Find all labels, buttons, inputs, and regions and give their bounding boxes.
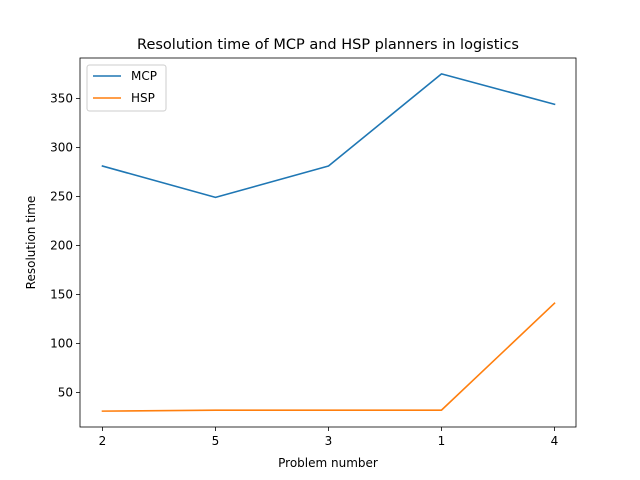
plot-area [80,58,576,427]
y-tick-label: 350 [50,91,73,105]
x-tick-label: 1 [438,434,446,448]
y-tick-label: 150 [50,287,73,301]
x-tick-label: 5 [212,434,220,448]
x-tick-label: 2 [99,434,107,448]
legend: MCP HSP [86,64,167,112]
x-axis: 2 5 3 1 4 [99,427,559,448]
plot-frame [79,57,577,428]
y-tick-label: 100 [50,336,73,350]
legend-label: HSP [131,91,155,105]
legend-label: MCP [131,69,157,83]
series-line-mcp [101,73,556,199]
y-tick-label: 250 [50,189,73,203]
y-axis: 50 100 150 200 250 300 350 [50,91,80,399]
y-axis-label: Resolution time [24,196,38,290]
chart-title: Resolution time of MCP and HSP planners … [137,37,519,53]
y-tick-label: 50 [58,385,73,399]
y-tick-label: 300 [50,140,73,154]
series-layer [101,73,556,412]
x-tick-label: 4 [551,434,559,448]
y-tick-label: 200 [50,238,73,252]
series-line-hsp [101,302,556,412]
x-axis-label: Problem number [278,456,378,470]
x-tick-label: 3 [325,434,333,448]
